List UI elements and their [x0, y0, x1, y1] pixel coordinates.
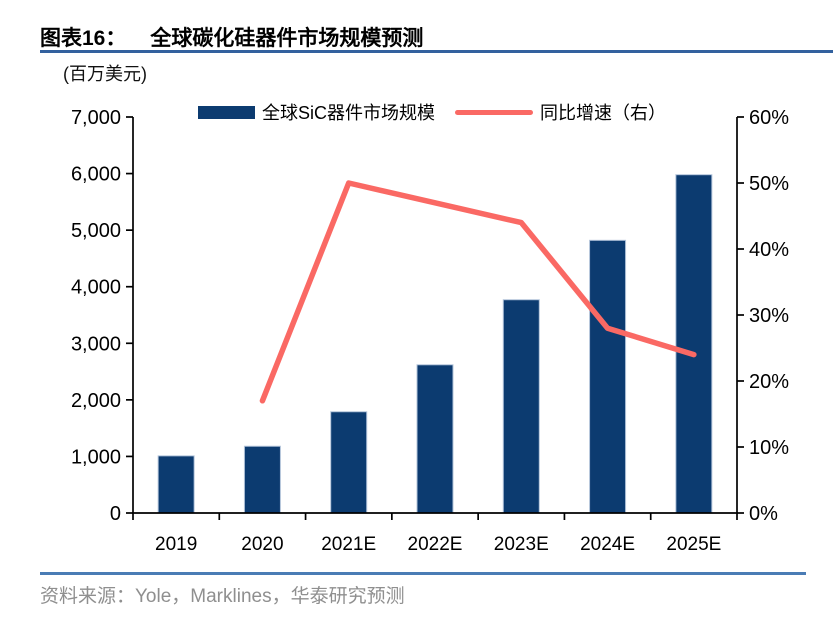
source-note: 资料来源：Yole，Marklines，华泰研究预测: [40, 586, 405, 607]
bar-2020: [243, 445, 281, 514]
left-axis-tick-label: 2,000: [71, 390, 121, 412]
right-axis-tick-label: 50%: [749, 173, 789, 195]
right-axis-tick-label: 40%: [749, 239, 789, 261]
figure-number-label: 图表16：: [40, 27, 127, 50]
source-divider-line: [40, 572, 806, 575]
right-axis-tick-label: 10%: [749, 437, 789, 459]
chart-legend: 全球SiC器件市场规模 同比增速（右）: [198, 99, 666, 125]
legend-label-growth-rate: 同比增速（右）: [540, 103, 667, 123]
x-axis-label-2021E: 2021E: [321, 534, 376, 555]
bar-2022E: [416, 364, 454, 514]
legend-item-growth-rate: 同比增速（右）: [455, 99, 666, 125]
right-axis-tick-label: 0%: [749, 503, 778, 525]
x-axis-label-2020: 2020: [241, 534, 283, 555]
right-axis-tick-label: 60%: [749, 107, 789, 129]
bar-2021E: [330, 411, 368, 514]
x-axis-label-2023E: 2023E: [494, 534, 549, 555]
left-axis-unit-label: (百万美元): [63, 64, 147, 84]
left-axis-tick-label: 0: [110, 503, 121, 525]
bar-2019: [157, 455, 195, 514]
title-underline: [40, 50, 833, 53]
figure-title: 全球碳化硅器件市场规模预测: [150, 27, 424, 50]
bar-2025E: [675, 174, 713, 514]
left-axis-tick-label: 7,000: [71, 107, 121, 129]
x-axis-label-2022E: 2022E: [408, 534, 463, 555]
x-axis-label-2024E: 2024E: [580, 534, 635, 555]
growth-rate-line: [259, 180, 697, 404]
x-axis-label-2019: 2019: [155, 534, 197, 555]
x-axis-label-2025E: 2025E: [666, 534, 721, 555]
bar-2024E: [589, 239, 627, 514]
bar-2023E: [502, 299, 540, 514]
right-axis-tick-label: 30%: [749, 305, 789, 327]
left-axis-tick-label: 1,000: [71, 446, 121, 468]
bar-series-swatch: [198, 105, 255, 119]
legend-item-market-size: 全球SiC器件市场规模: [198, 99, 435, 125]
left-axis-tick-label: 5,000: [71, 220, 121, 242]
line-series-swatch: [455, 109, 534, 115]
legend-label-market-size: 全球SiC器件市场规模: [262, 103, 436, 123]
left-axis-tick-label: 3,000: [71, 333, 121, 355]
left-axis-tick-label: 4,000: [71, 277, 121, 299]
right-axis-tick-label: 20%: [749, 371, 789, 393]
left-axis-tick-label: 6,000: [71, 164, 121, 186]
figure-title-row: 图表16： 全球碳化硅器件市场规模预测: [40, 22, 423, 52]
